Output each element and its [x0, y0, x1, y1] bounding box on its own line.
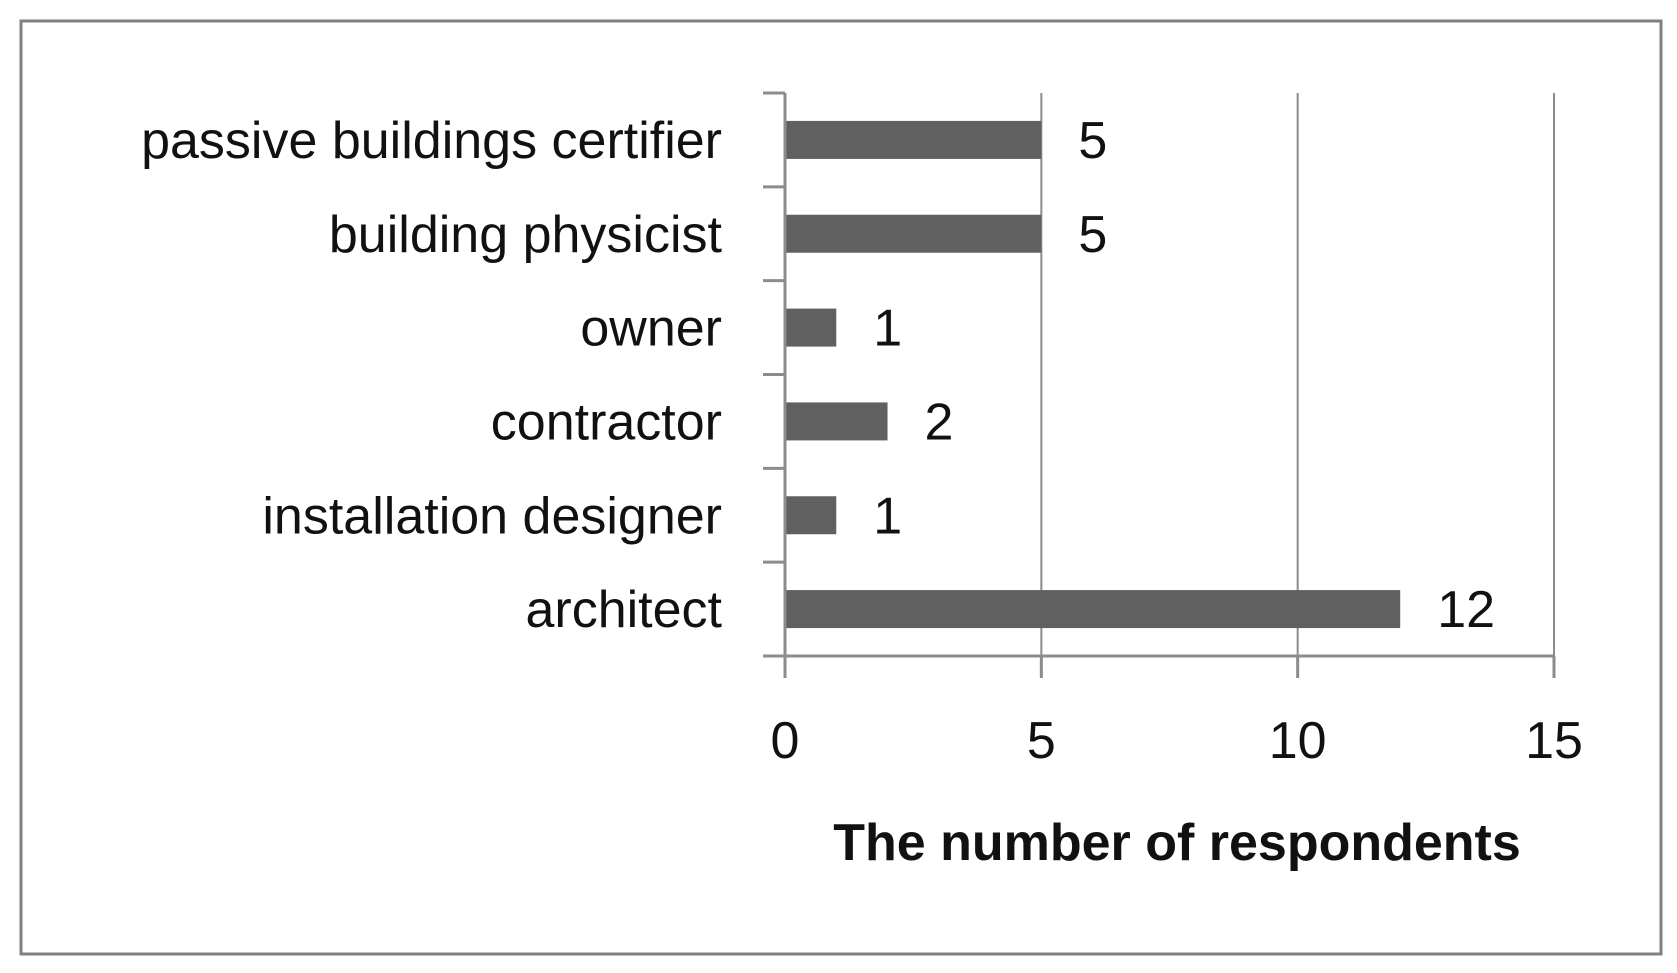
- data-label: 12: [1437, 581, 1495, 639]
- category-label: installation designer: [262, 487, 722, 545]
- data-label: 1: [873, 487, 902, 545]
- bar: [785, 496, 837, 535]
- x-tick-label: 0: [771, 712, 800, 770]
- x-tick-label: 15: [1525, 712, 1583, 770]
- bar: [785, 214, 1042, 253]
- labels: 5 passive buildings certifier 5 building ph…: [141, 112, 1583, 770]
- bar: [785, 590, 1401, 629]
- x-axis-title: The number of respondents: [833, 814, 1521, 872]
- category-label: passive buildings certifier: [141, 112, 722, 170]
- data-label: 1: [873, 300, 902, 358]
- data-label: 5: [1078, 206, 1107, 264]
- x-tick-label: 10: [1269, 712, 1327, 770]
- bar: [785, 402, 888, 441]
- chart-border: [19, 19, 1663, 956]
- category-label: owner: [580, 300, 722, 358]
- axes: [763, 91, 1556, 678]
- category-label: building physicist: [329, 206, 723, 264]
- data-label: 2: [925, 393, 954, 451]
- bar: [785, 308, 837, 347]
- data-label: 5: [1078, 112, 1107, 170]
- category-label: contractor: [491, 393, 722, 451]
- bars: [785, 120, 1401, 629]
- bar: [785, 120, 1042, 159]
- category-label: architect: [525, 581, 722, 639]
- x-tick-label: 5: [1027, 712, 1056, 770]
- gridlines: [1040, 93, 1555, 656]
